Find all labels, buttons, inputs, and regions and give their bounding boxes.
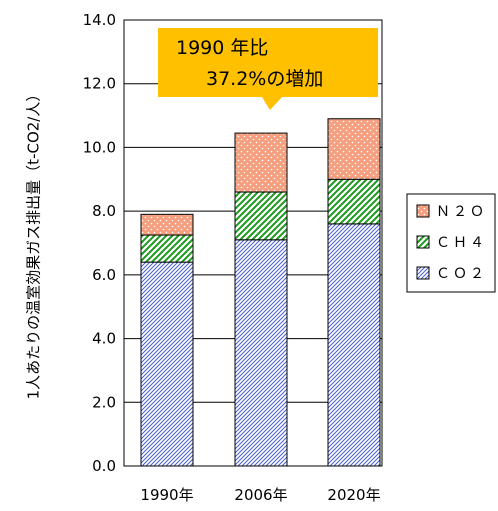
y-tick-label: 10.0: [83, 138, 116, 156]
y-tick-label: 8.0: [92, 202, 116, 220]
legend-label-co2: ＣＯ２: [436, 266, 487, 282]
legend-swatch-ch4: [416, 235, 430, 249]
callout-shape: [158, 28, 378, 110]
bar-segment-n2o: [234, 132, 288, 193]
x-category-label: 2020年: [327, 486, 380, 504]
y-axis-label: 1人あたりの温室効果ガス排出量（t-CO2/人）: [25, 87, 43, 400]
legend-swatch-co2: [416, 266, 430, 280]
annotation-callout: 1990 年比 37.2%の増加: [158, 28, 378, 110]
plot-area-frame: [123, 19, 383, 467]
bar-segment-co2: [140, 261, 194, 467]
y-tick-label: 0.0: [92, 457, 116, 475]
y-tick-label: 6.0: [92, 266, 116, 284]
bar-segment-co2: [234, 239, 288, 467]
legend: Ｎ２Ｏ ＣＨ４ ＣＯ２: [406, 193, 496, 293]
bars: [140, 118, 381, 467]
bar-segment-n2o: [140, 213, 194, 236]
callout-line-1: 1990 年比: [176, 37, 268, 59]
y-tick-label: 2.0: [92, 393, 116, 411]
bar-segment-n2o: [327, 118, 381, 180]
x-category-label: 1990年: [140, 486, 193, 504]
bar-segment-ch4: [327, 178, 381, 225]
legend-label-n2o: Ｎ２Ｏ: [436, 204, 487, 220]
bar-segment-ch4: [140, 234, 194, 263]
legend-swatch-n2o: [416, 204, 430, 218]
y-tick-label: 12.0: [83, 75, 116, 93]
x-category-labels: 1990年 2006年 2020年: [140, 486, 380, 504]
y-tick-label: 4.0: [92, 330, 116, 348]
y-tick-label: 14.0: [83, 11, 116, 29]
bar-segment-ch4: [234, 191, 288, 241]
bar-segment-co2: [327, 223, 381, 467]
y-tick-labels: 0.0 2.0 4.0 6.0 8.0 10.0 12.0 14.0: [83, 11, 116, 475]
callout-line-2: 37.2%の増加: [206, 68, 323, 90]
x-category-label: 2006年: [234, 486, 287, 504]
legend-label-ch4: ＣＨ４: [436, 235, 487, 251]
